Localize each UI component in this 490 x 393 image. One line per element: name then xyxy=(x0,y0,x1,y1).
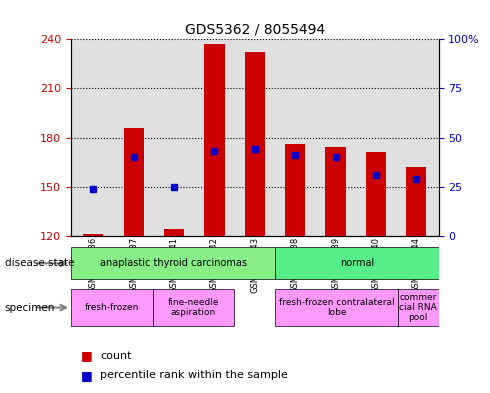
Title: GDS5362 / 8055494: GDS5362 / 8055494 xyxy=(185,23,325,37)
Text: fine-needle
aspiration: fine-needle aspiration xyxy=(168,298,220,317)
Bar xyxy=(366,152,386,236)
Bar xyxy=(123,128,144,236)
Bar xyxy=(245,52,265,236)
Text: normal: normal xyxy=(340,258,374,268)
Bar xyxy=(275,248,439,279)
Text: fresh-frozen: fresh-frozen xyxy=(85,303,139,312)
Bar xyxy=(204,44,224,236)
Text: ■: ■ xyxy=(81,369,93,382)
Text: specimen: specimen xyxy=(5,303,55,312)
Bar xyxy=(83,234,103,236)
Text: percentile rank within the sample: percentile rank within the sample xyxy=(100,370,288,380)
Text: commer
cial RNA
pool: commer cial RNA pool xyxy=(399,293,437,322)
Bar xyxy=(325,147,345,236)
Bar xyxy=(71,248,275,279)
Text: count: count xyxy=(100,351,132,361)
Text: anaplastic thyroid carcinomas: anaplastic thyroid carcinomas xyxy=(99,258,246,268)
Bar xyxy=(71,289,153,326)
Bar xyxy=(153,289,234,326)
Bar xyxy=(398,289,439,326)
Bar xyxy=(406,167,426,236)
Text: fresh-frozen contralateral
lobe: fresh-frozen contralateral lobe xyxy=(279,298,394,317)
Text: disease state: disease state xyxy=(5,258,74,268)
Bar xyxy=(285,144,305,236)
Text: ■: ■ xyxy=(81,349,93,362)
Bar xyxy=(275,289,398,326)
Bar xyxy=(164,229,184,236)
